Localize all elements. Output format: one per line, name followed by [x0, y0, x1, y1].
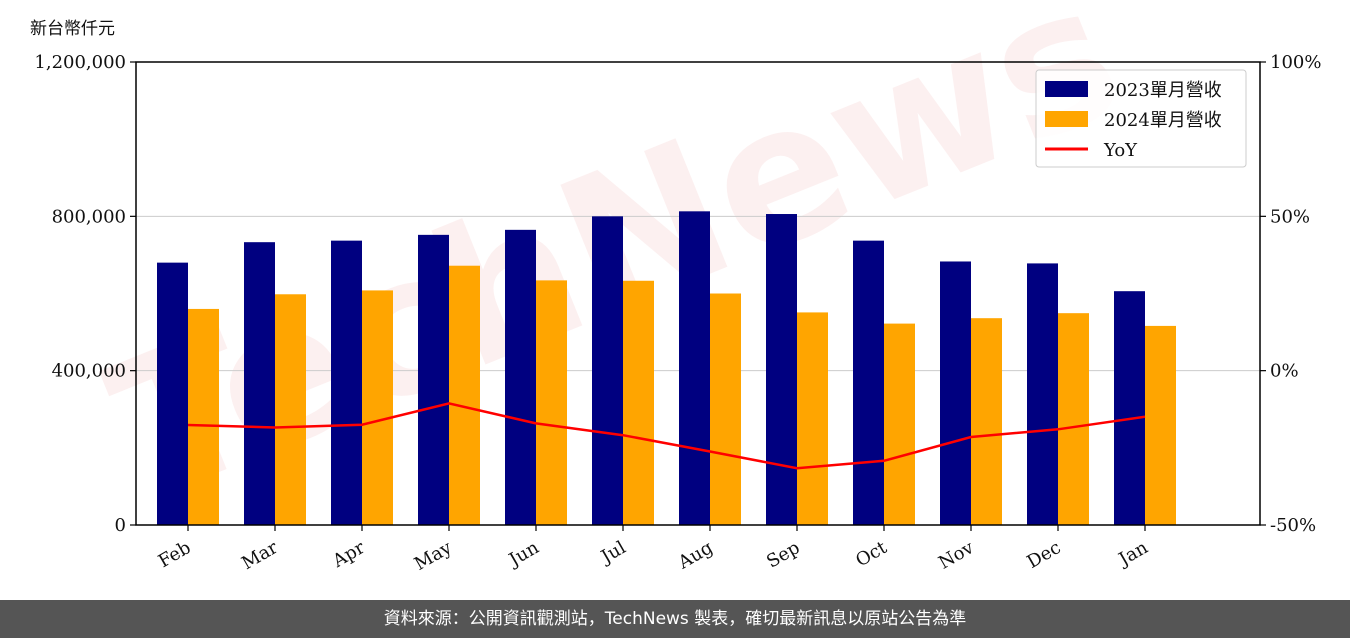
bar-2023-aug — [679, 211, 710, 525]
y-axis-unit-label: 新台幣仟元 — [30, 19, 115, 39]
bar-2023-apr — [331, 240, 362, 525]
yoy-line — [187, 402, 1146, 470]
legend-swatch — [1045, 81, 1088, 97]
bar-2024-apr — [362, 290, 393, 525]
chart: TechNews 0400,000800,0001,200,000-50%0%5… — [34, 0, 1321, 575]
left-tick-label: 1,200,000 — [34, 52, 126, 73]
bar-2024-feb — [188, 308, 219, 525]
bar-2024-jun — [536, 280, 567, 525]
bar-2024-sep — [797, 312, 828, 525]
x-tick-label: Nov — [935, 537, 978, 574]
right-tick-label: -50% — [1270, 515, 1316, 536]
left-tick-label: 800,000 — [52, 206, 126, 227]
bar-2024-oct — [884, 323, 915, 525]
legend-box — [1035, 69, 1247, 168]
bar-2024-nov — [971, 318, 1002, 525]
bars — [157, 211, 1176, 526]
yoy-line-layer — [187, 402, 1146, 470]
legend-label: YoY — [1103, 140, 1138, 161]
right-tick-label: 0% — [1270, 361, 1299, 382]
bar-2024-aug — [710, 293, 741, 525]
bar-2023-mar — [244, 242, 275, 525]
bar-2023-jan — [1114, 291, 1145, 525]
bar-2023-sep — [766, 214, 797, 526]
x-tick-label: Mar — [238, 537, 282, 574]
bar-2023-nov — [940, 261, 971, 525]
source-footer: 資料來源：公開資訊觀測站，TechNews 製表，確切最新訊息以原站公告為準 — [0, 600, 1350, 638]
bar-2023-jul — [592, 216, 623, 526]
x-tick-label: Jun — [504, 537, 543, 572]
bar-2024-jul — [623, 280, 654, 525]
x-tick-label: May — [411, 537, 456, 575]
x-tick-label: Jan — [1114, 537, 1152, 571]
bar-2023-dec — [1027, 263, 1058, 525]
x-tick-label: Dec — [1024, 537, 1065, 573]
right-tick-label: 50% — [1270, 206, 1310, 227]
bar-2023-feb — [157, 262, 188, 525]
bar-2023-may — [418, 234, 449, 525]
x-tick-label: Aug — [674, 537, 717, 574]
bar-2024-mar — [275, 294, 306, 525]
legend-swatch — [1045, 111, 1088, 127]
bar-2023-oct — [853, 240, 884, 525]
x-tick-label: Sep — [763, 537, 803, 572]
legend: 2023單月營收 2024單月營收 YoY — [1035, 69, 1247, 168]
left-tick-label: 0 — [115, 515, 126, 536]
bar-2023-jun — [505, 229, 536, 525]
plot-frame — [135, 61, 1261, 526]
x-tick-label: Feb — [155, 537, 195, 572]
bar-2024-dec — [1058, 313, 1089, 525]
right-tick-label: 100% — [1270, 52, 1321, 73]
x-tick-label: Apr — [328, 537, 368, 572]
bar-2024-jan — [1145, 325, 1176, 525]
bar-2024-may — [449, 265, 480, 525]
x-tick-label: Oct — [852, 537, 891, 572]
legend-label: 2023單月營收 — [1104, 80, 1222, 101]
x-tick-label: Jul — [596, 537, 630, 569]
legend-label: 2024單月營收 — [1104, 110, 1222, 131]
left-tick-label: 400,000 — [52, 361, 126, 382]
